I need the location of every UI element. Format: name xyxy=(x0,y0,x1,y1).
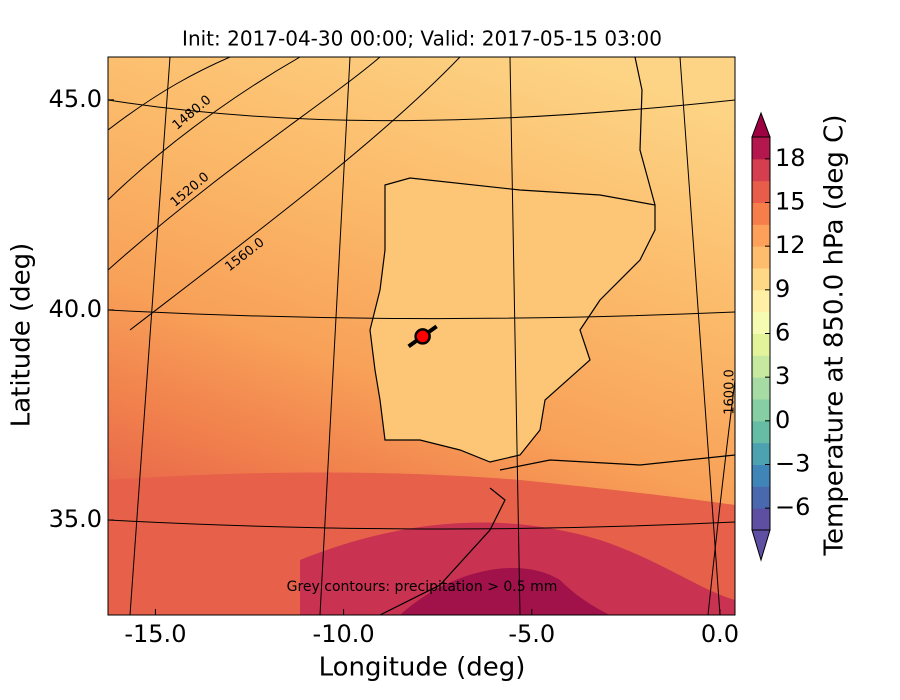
y-tick-label: 45.0 xyxy=(49,85,102,113)
map-field: 1480.0 1520.0 1560.0 1600.0 Grey contour… xyxy=(108,57,738,615)
x-tick-label: -10.0 xyxy=(313,620,375,648)
colorbar-segment xyxy=(752,289,770,313)
x-axis-label: Longitude (deg) xyxy=(319,653,526,683)
y-axis-label: Latitude (deg) xyxy=(7,243,37,428)
colorbar-segment xyxy=(752,202,770,225)
graticule xyxy=(108,57,735,615)
colorbar-segment xyxy=(752,399,770,422)
iberia-coast xyxy=(369,177,656,463)
colorbar-segment xyxy=(752,137,770,160)
colorbar-segment xyxy=(752,268,770,291)
coast xyxy=(499,454,735,471)
colorbar-tick-label: −6 xyxy=(775,493,810,521)
colorbar-under xyxy=(751,529,771,562)
colorbar-tick-label: 15 xyxy=(775,188,806,216)
colorbar-segment xyxy=(752,333,770,356)
colorbar-tick-label: 12 xyxy=(775,231,806,259)
colorbar-over xyxy=(751,111,771,138)
height-contour xyxy=(108,57,735,615)
annotation: Grey contours: precipitation > 0.5 mm xyxy=(287,579,558,595)
colorbar-segment xyxy=(752,246,770,269)
colorbar-segment xyxy=(752,508,770,531)
colorbar-label: Temperature at 850.0 hPa (deg C) xyxy=(820,115,850,557)
x-tick-label: 0.0 xyxy=(701,620,739,648)
colorbar-tick-label: 0 xyxy=(775,406,790,434)
colorbar-segment xyxy=(752,377,770,400)
title: Init: 2017-04-30 00:00; Valid: 2017-05-1… xyxy=(182,27,662,51)
y-tick-label: 40.0 xyxy=(49,295,102,323)
warm-band xyxy=(400,567,610,615)
colorbar-segment xyxy=(752,311,770,334)
colorbar-segment xyxy=(752,355,770,378)
colorbar-segment xyxy=(752,464,770,487)
colorbar-segment xyxy=(752,420,770,444)
france-coast xyxy=(634,57,656,206)
colorbar-segment xyxy=(752,180,770,203)
colorbar-segment xyxy=(752,224,770,247)
marker xyxy=(414,328,431,345)
colorbar-tick-label: 18 xyxy=(775,144,806,172)
colorbar-tick-label: 3 xyxy=(775,362,790,390)
colorbar-tick-label: 9 xyxy=(775,275,790,303)
africa-coast xyxy=(379,487,506,615)
colorbar-segment xyxy=(752,158,770,182)
x-tick-label: -15.0 xyxy=(124,620,186,648)
axes-frame xyxy=(107,56,736,616)
colorbar-segment xyxy=(752,486,770,509)
colorbar-tick-label: 6 xyxy=(775,319,790,347)
x-tick-label: -5.0 xyxy=(508,620,555,648)
contour-label: 1600.0 xyxy=(723,369,738,415)
y-tick-label: 35.0 xyxy=(49,505,102,533)
colorbar-segment xyxy=(752,442,770,465)
colorbar-tick-label: −3 xyxy=(775,450,810,478)
